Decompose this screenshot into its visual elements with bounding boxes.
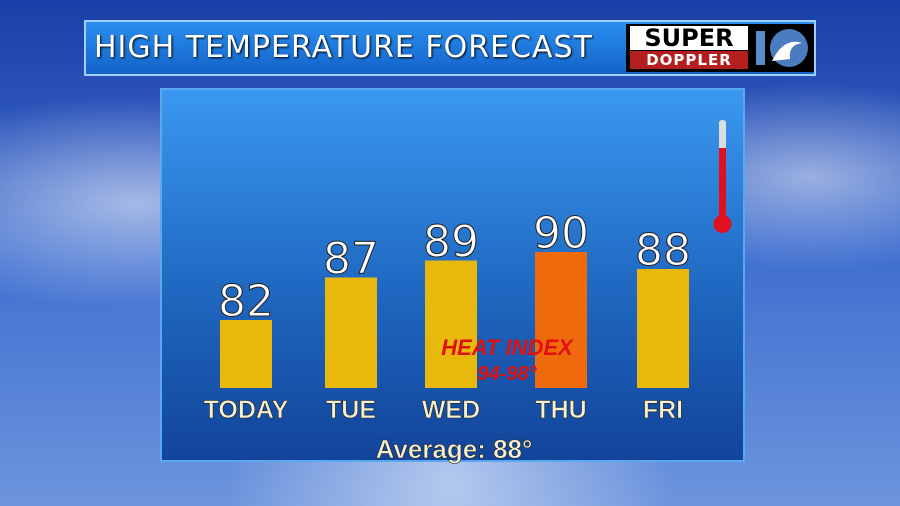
bar-fri bbox=[637, 269, 689, 388]
value-label: 89 bbox=[423, 217, 479, 268]
category-label: THU bbox=[535, 396, 586, 424]
heat-index-label: HEAT INDEX bbox=[441, 335, 574, 360]
chart-panel: 82 TODAY 87 TUE 89 WED 90 THU 88 FRI HEAT INDEX 94-… bbox=[160, 88, 745, 464]
category-label: TUE bbox=[326, 396, 376, 424]
thermometer-fill bbox=[719, 148, 726, 220]
logo-doppler: DOPPLER bbox=[630, 51, 748, 69]
heat-index-range: 94-98° bbox=[477, 363, 537, 385]
category-label: WED bbox=[422, 396, 480, 424]
super-doppler-logo: SUPER DOPPLER bbox=[626, 24, 814, 72]
value-label: 82 bbox=[218, 276, 274, 327]
thermometer-bulb bbox=[713, 215, 732, 233]
category-label: FRI bbox=[643, 396, 683, 424]
bar-today bbox=[220, 320, 272, 388]
bar-chart: 82 TODAY 87 TUE 89 WED 90 THU 88 FRI HEAT INDEX 94-… bbox=[203, 120, 732, 464]
bar-wed bbox=[425, 260, 477, 388]
wave-10-icon bbox=[756, 29, 808, 67]
value-label: 88 bbox=[635, 225, 691, 276]
bar-tue bbox=[325, 277, 377, 388]
category-label: TODAY bbox=[204, 396, 289, 424]
value-label: 90 bbox=[533, 208, 589, 259]
logo-super: SUPER bbox=[630, 26, 748, 50]
average-label: Average: 88° bbox=[376, 434, 533, 464]
value-label: 87 bbox=[323, 234, 379, 285]
title-bar: HIGH TEMPERATURE FORECAST SUPER DOPPLER bbox=[84, 20, 816, 76]
page-title: HIGH TEMPERATURE FORECAST bbox=[94, 30, 593, 65]
bar-thu bbox=[535, 252, 587, 388]
